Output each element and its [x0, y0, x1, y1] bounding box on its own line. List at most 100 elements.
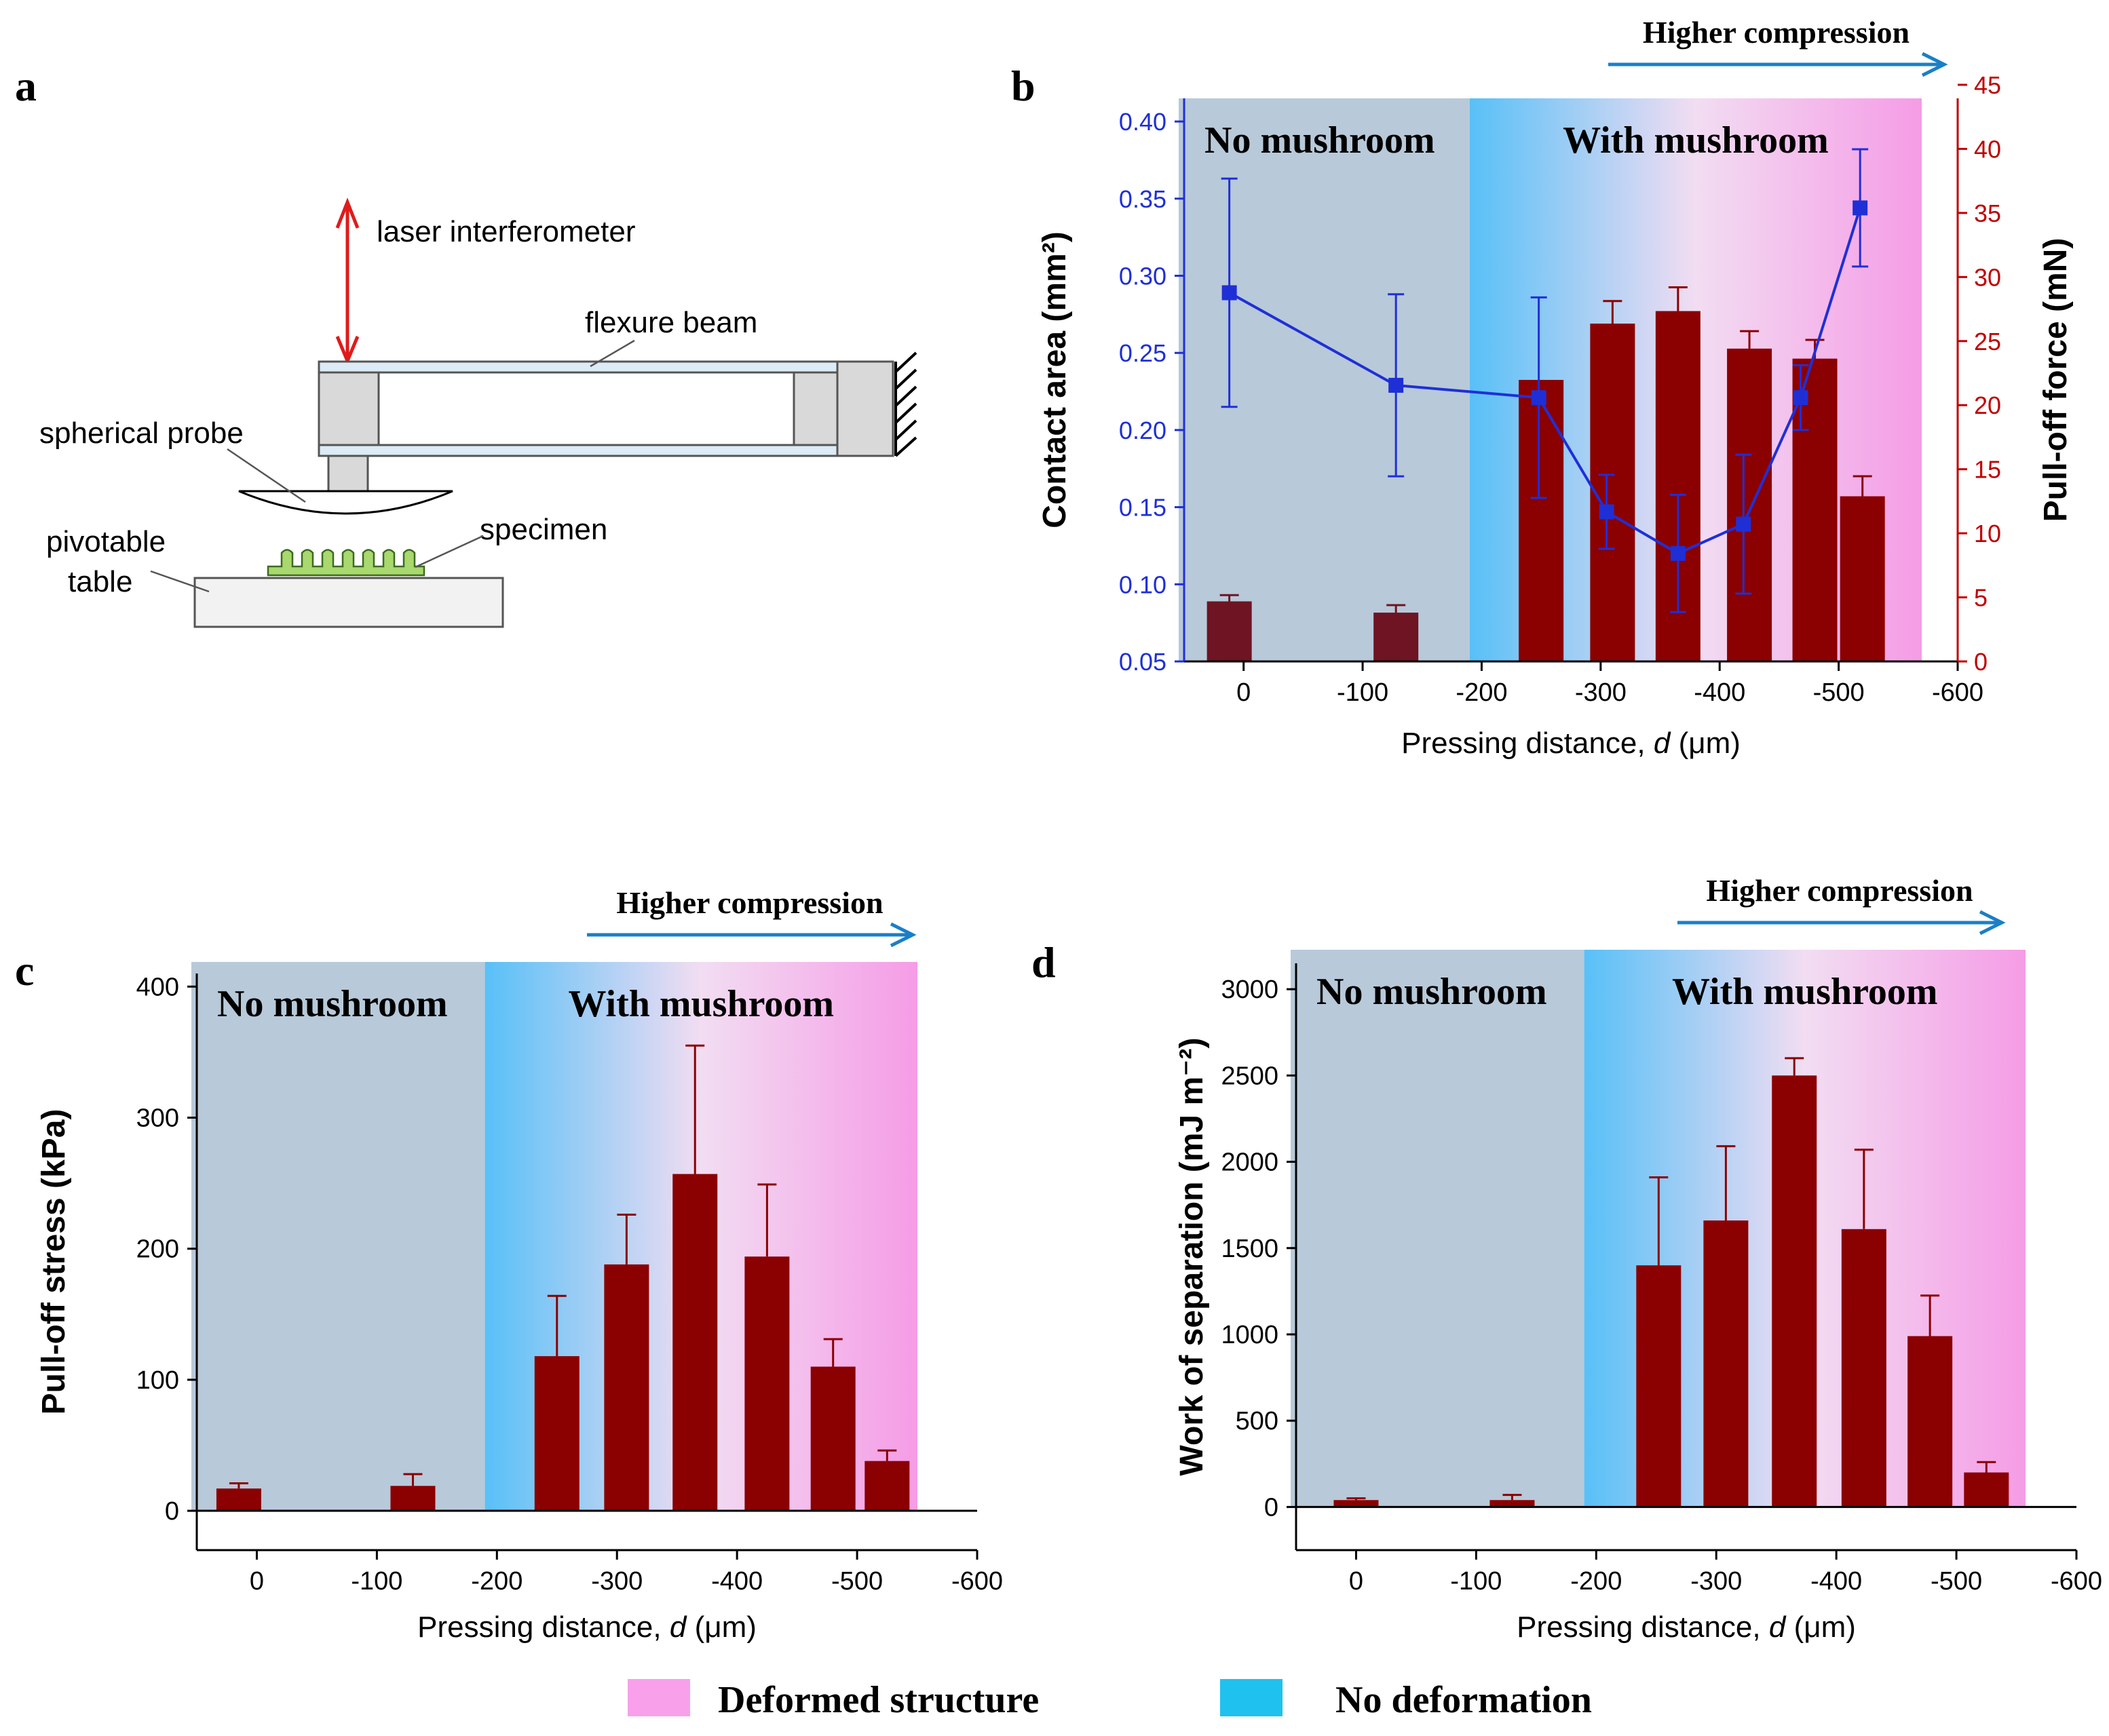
b-left-tick-label: 0.35 [1119, 185, 1166, 213]
legend-label-deformed: Deformed structure [718, 1679, 1039, 1721]
d-bar [1841, 1229, 1886, 1507]
b-contact-area-line [1228, 207, 1862, 556]
d-y-tick-label: 2500 [1221, 1062, 1278, 1090]
b-y-axis-label-left: Contact area (mm²) [1037, 231, 1073, 528]
d-bar [1703, 1220, 1749, 1507]
d-x-axis-label: Pressing distance, d (μm) [1517, 1610, 1856, 1644]
c-axes: 0 -100 -200 -300 -400 -500 -600 0 100 200 300 400 [136, 973, 1003, 1596]
legend-label-no-deformation: No deformation [1335, 1679, 1592, 1721]
b-right-tick-label: 35 [1974, 199, 2001, 227]
legend: Deformed structure No deformation [628, 1679, 1592, 1721]
panel-d-letter: d [1031, 938, 1056, 986]
panel-c-letter: c [15, 946, 34, 995]
specimen-label: specimen [480, 513, 607, 546]
c-y-tick-label: 100 [136, 1366, 179, 1395]
spherical-probe [238, 455, 453, 515]
b-x-tick-label: -600 [1932, 678, 1983, 707]
b-left-tick-label: 0.05 [1119, 648, 1166, 676]
b-point-marker [1221, 285, 1237, 301]
c-y-tick-label: 0 [165, 1497, 179, 1526]
c-x-tick-label: -600 [951, 1567, 1003, 1596]
b-no-mushroom-label: No mushroom [1204, 119, 1435, 161]
b-arrow-head-icon [1921, 52, 1948, 77]
b-x-tick-label: -100 [1337, 678, 1388, 707]
b-point-marker [1736, 516, 1751, 532]
d-with-mushroom-label: With mushroom [1672, 971, 1938, 1013]
panel-d: d No mushroom With mushroom 0 -100 -200 -30… [1031, 873, 2102, 1644]
c-x-axis-label: Pressing distance, d (μm) [417, 1610, 757, 1644]
b-left-tick-label: 0.10 [1119, 571, 1166, 598]
d-no-mushroom-region [1291, 950, 1584, 1507]
b-left-tick-label: 0.30 [1119, 263, 1166, 290]
b-higher-compression-arrow [1608, 52, 1948, 77]
legend-swatch-deformed [628, 1679, 690, 1716]
c-bar [672, 1174, 718, 1511]
c-no-mushroom-region [191, 962, 485, 1511]
b-left-tick-label: 0.25 [1119, 339, 1166, 367]
c-x-tick-label: -400 [711, 1567, 763, 1596]
b-left-tick-label: 0.40 [1119, 108, 1166, 136]
b-left-tick-label: 0.20 [1119, 417, 1166, 444]
d-higher-compression-arrow [1677, 910, 2006, 935]
b-x-tick-label: -200 [1456, 678, 1507, 707]
d-y-tick-label: 3000 [1221, 976, 1278, 1004]
b-bar [1840, 496, 1885, 661]
b-bar [1206, 601, 1252, 661]
b-right-tick-label: 30 [1974, 263, 2001, 291]
d-x-tick-label: -500 [1931, 1567, 1982, 1596]
b-x-tick-label: -500 [1813, 678, 1865, 707]
d-x-tick-label: -300 [1690, 1567, 1742, 1596]
b-point-marker [1531, 390, 1546, 406]
d-no-mushroom-label: No mushroom [1316, 971, 1547, 1013]
panel-a-letter: a [15, 62, 37, 110]
d-bar [1907, 1336, 1953, 1507]
d-bar [1772, 1075, 1817, 1507]
d-y-tick-label: 1500 [1221, 1235, 1278, 1263]
c-y-tick-label: 200 [136, 1235, 179, 1264]
b-higher-compression-label: Higher compression [1643, 15, 1910, 50]
b-axes: 0 -100 -200 -300 -400 -500 -600 0.05 0.10 0.15 0.2… [1119, 71, 2001, 707]
b-right-tick-label: 25 [1974, 328, 2001, 355]
c-x-tick-label: -500 [831, 1567, 883, 1596]
c-higher-compression-arrow [587, 922, 917, 948]
d-y-tick-label: 0 [1264, 1493, 1278, 1522]
laser-label: laser interferometer [377, 215, 635, 248]
panel-c: c No mushroom With mushroom 0 -100 -200 -30… [15, 885, 1003, 1644]
b-bar [1519, 380, 1564, 661]
c-with-mushroom-label: With mushroom [569, 983, 835, 1025]
b-bar [1727, 348, 1772, 661]
d-x-tick-label: 0 [1349, 1567, 1363, 1596]
d-y-tick-label: 2000 [1221, 1149, 1278, 1177]
d-x-tick-label: -600 [2051, 1567, 2102, 1596]
d-y-axis-label: Work of separation (mJ m⁻²) [1174, 1038, 1210, 1476]
b-point-marker [1852, 200, 1868, 216]
c-arrow-head-icon [890, 922, 917, 948]
table-label-2: table [68, 565, 132, 598]
b-y-axis-label-right: Pull-off force (mN) [2038, 238, 2074, 522]
c-y-tick-label: 400 [136, 973, 179, 1001]
b-point-marker [1599, 504, 1614, 520]
b-point-marker [1793, 390, 1808, 406]
b-bar [1373, 613, 1419, 661]
b-no-mushroom-region [1179, 98, 1470, 661]
b-right-tick-label: 5 [1974, 584, 1988, 612]
b-right-tick-label: 10 [1974, 520, 2001, 547]
legend-swatch-no-deformation [1220, 1679, 1282, 1716]
d-y-tick-label: 1000 [1221, 1321, 1278, 1349]
panel-b: b No mushroom With mushroom 0 -100 -200 -30… [1011, 15, 2074, 760]
c-y-tick-label: 300 [136, 1104, 179, 1133]
b-x-axis-label: Pressing distance, d (μm) [1401, 727, 1741, 760]
panel-b-letter: b [1011, 62, 1036, 110]
d-bar [1964, 1472, 2009, 1507]
c-bar [604, 1264, 649, 1511]
c-x-tick-label: -200 [471, 1567, 522, 1596]
pivotable-table [193, 577, 504, 628]
b-right-tick-label: 0 [1974, 648, 1988, 676]
b-bars [1206, 286, 1885, 661]
b-point-marker [1670, 545, 1686, 561]
d-x-tick-label: -400 [1810, 1567, 1862, 1596]
d-y-tick-label: 500 [1236, 1407, 1278, 1435]
d-bars [1333, 1057, 2009, 1507]
c-y-axis-label: Pull-off stress (kPa) [36, 1109, 72, 1415]
